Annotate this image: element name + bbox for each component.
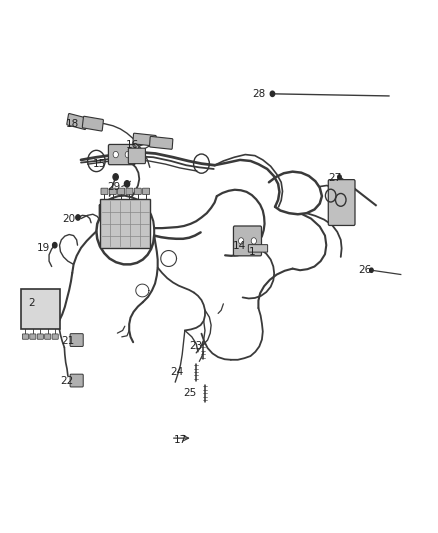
FancyBboxPatch shape [128, 148, 145, 164]
Text: 21: 21 [61, 336, 74, 346]
Text: 22: 22 [60, 376, 74, 386]
Text: 19: 19 [37, 243, 50, 253]
Text: 28: 28 [252, 90, 265, 99]
FancyBboxPatch shape [133, 133, 156, 146]
Circle shape [53, 243, 57, 248]
Circle shape [76, 215, 80, 220]
Circle shape [125, 151, 131, 158]
FancyBboxPatch shape [82, 116, 103, 131]
FancyBboxPatch shape [328, 180, 355, 225]
FancyBboxPatch shape [100, 199, 150, 248]
FancyBboxPatch shape [52, 334, 58, 340]
FancyBboxPatch shape [22, 334, 28, 340]
Circle shape [270, 91, 275, 96]
Circle shape [113, 174, 118, 180]
FancyBboxPatch shape [117, 188, 124, 195]
Text: 20: 20 [62, 214, 75, 223]
Text: 23: 23 [189, 342, 202, 351]
Text: 26: 26 [358, 265, 371, 275]
FancyBboxPatch shape [233, 226, 261, 256]
Text: 16: 16 [126, 140, 139, 150]
FancyBboxPatch shape [101, 188, 108, 195]
FancyBboxPatch shape [37, 334, 43, 340]
Text: 17: 17 [174, 435, 187, 445]
Text: 25: 25 [184, 389, 197, 398]
Text: 1: 1 [248, 247, 255, 257]
FancyBboxPatch shape [149, 136, 173, 149]
FancyBboxPatch shape [67, 114, 87, 130]
Circle shape [238, 238, 244, 244]
FancyBboxPatch shape [21, 289, 60, 329]
FancyBboxPatch shape [45, 334, 51, 340]
FancyBboxPatch shape [70, 334, 83, 346]
Text: 15: 15 [93, 159, 106, 168]
Circle shape [251, 238, 256, 244]
FancyBboxPatch shape [134, 188, 141, 195]
FancyBboxPatch shape [109, 144, 135, 165]
Circle shape [113, 151, 118, 158]
Text: 29: 29 [107, 182, 120, 191]
Circle shape [124, 181, 130, 187]
Circle shape [370, 268, 373, 272]
Text: 24: 24 [170, 367, 183, 376]
Circle shape [338, 175, 341, 179]
FancyBboxPatch shape [30, 334, 36, 340]
FancyBboxPatch shape [70, 374, 83, 387]
FancyBboxPatch shape [126, 188, 133, 195]
Text: 27: 27 [328, 173, 342, 183]
Text: 18: 18 [66, 119, 79, 128]
FancyBboxPatch shape [110, 188, 117, 195]
Text: 2: 2 [28, 298, 35, 308]
FancyBboxPatch shape [248, 245, 268, 252]
FancyBboxPatch shape [143, 188, 149, 195]
Text: 14: 14 [233, 241, 246, 251]
